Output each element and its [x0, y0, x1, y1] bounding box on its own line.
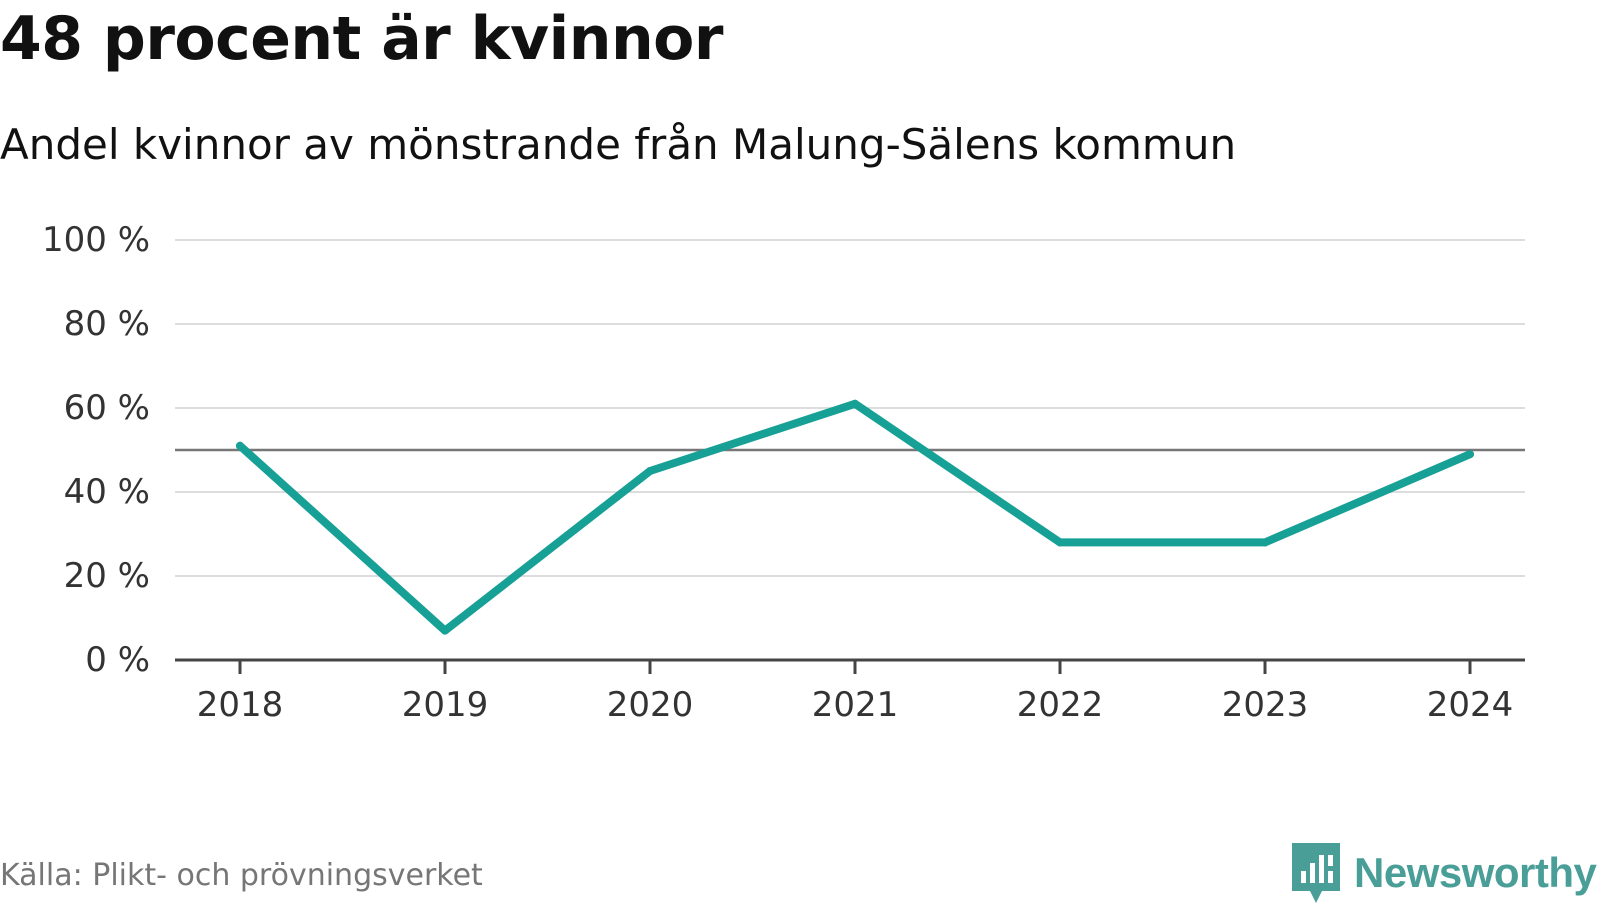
newsworthy-logo-icon [1292, 843, 1340, 903]
y-tick-label: 60 % [64, 388, 150, 428]
series-line [236, 399, 1474, 635]
data-point [1056, 538, 1064, 547]
data-point [1261, 538, 1269, 547]
data-point [646, 467, 654, 475]
y-tick-label: 100 % [42, 220, 150, 260]
data-point [851, 399, 859, 408]
x-tick-label: 2023 [1222, 685, 1309, 725]
y-tick-label: 80 % [64, 304, 150, 344]
x-tick-label: 2022 [1017, 685, 1104, 725]
y-tick-label: 40 % [64, 472, 150, 512]
y-tick-label: 0 % [85, 640, 150, 680]
chart-title: 48 procent är kvinnor [0, 4, 723, 74]
source-note: Källa: Plikt- och prövningsverket [0, 858, 483, 893]
data-point [236, 441, 244, 450]
x-tick-label: 2018 [197, 685, 284, 725]
x-tick-label: 2019 [402, 685, 489, 725]
brand-logo: Newsworthy [1290, 840, 1597, 906]
x-tick-label: 2021 [812, 685, 899, 725]
brand-name: Newsworthy [1354, 849, 1597, 896]
y-tick-label: 20 % [64, 556, 150, 596]
chart-subtitle: Andel kvinnor av mönstrande från Malung-… [0, 120, 1237, 169]
data-point [441, 626, 449, 635]
x-tick-label: 2020 [607, 685, 694, 725]
x-tick-label: 2024 [1427, 685, 1514, 725]
data-point [1466, 450, 1474, 459]
